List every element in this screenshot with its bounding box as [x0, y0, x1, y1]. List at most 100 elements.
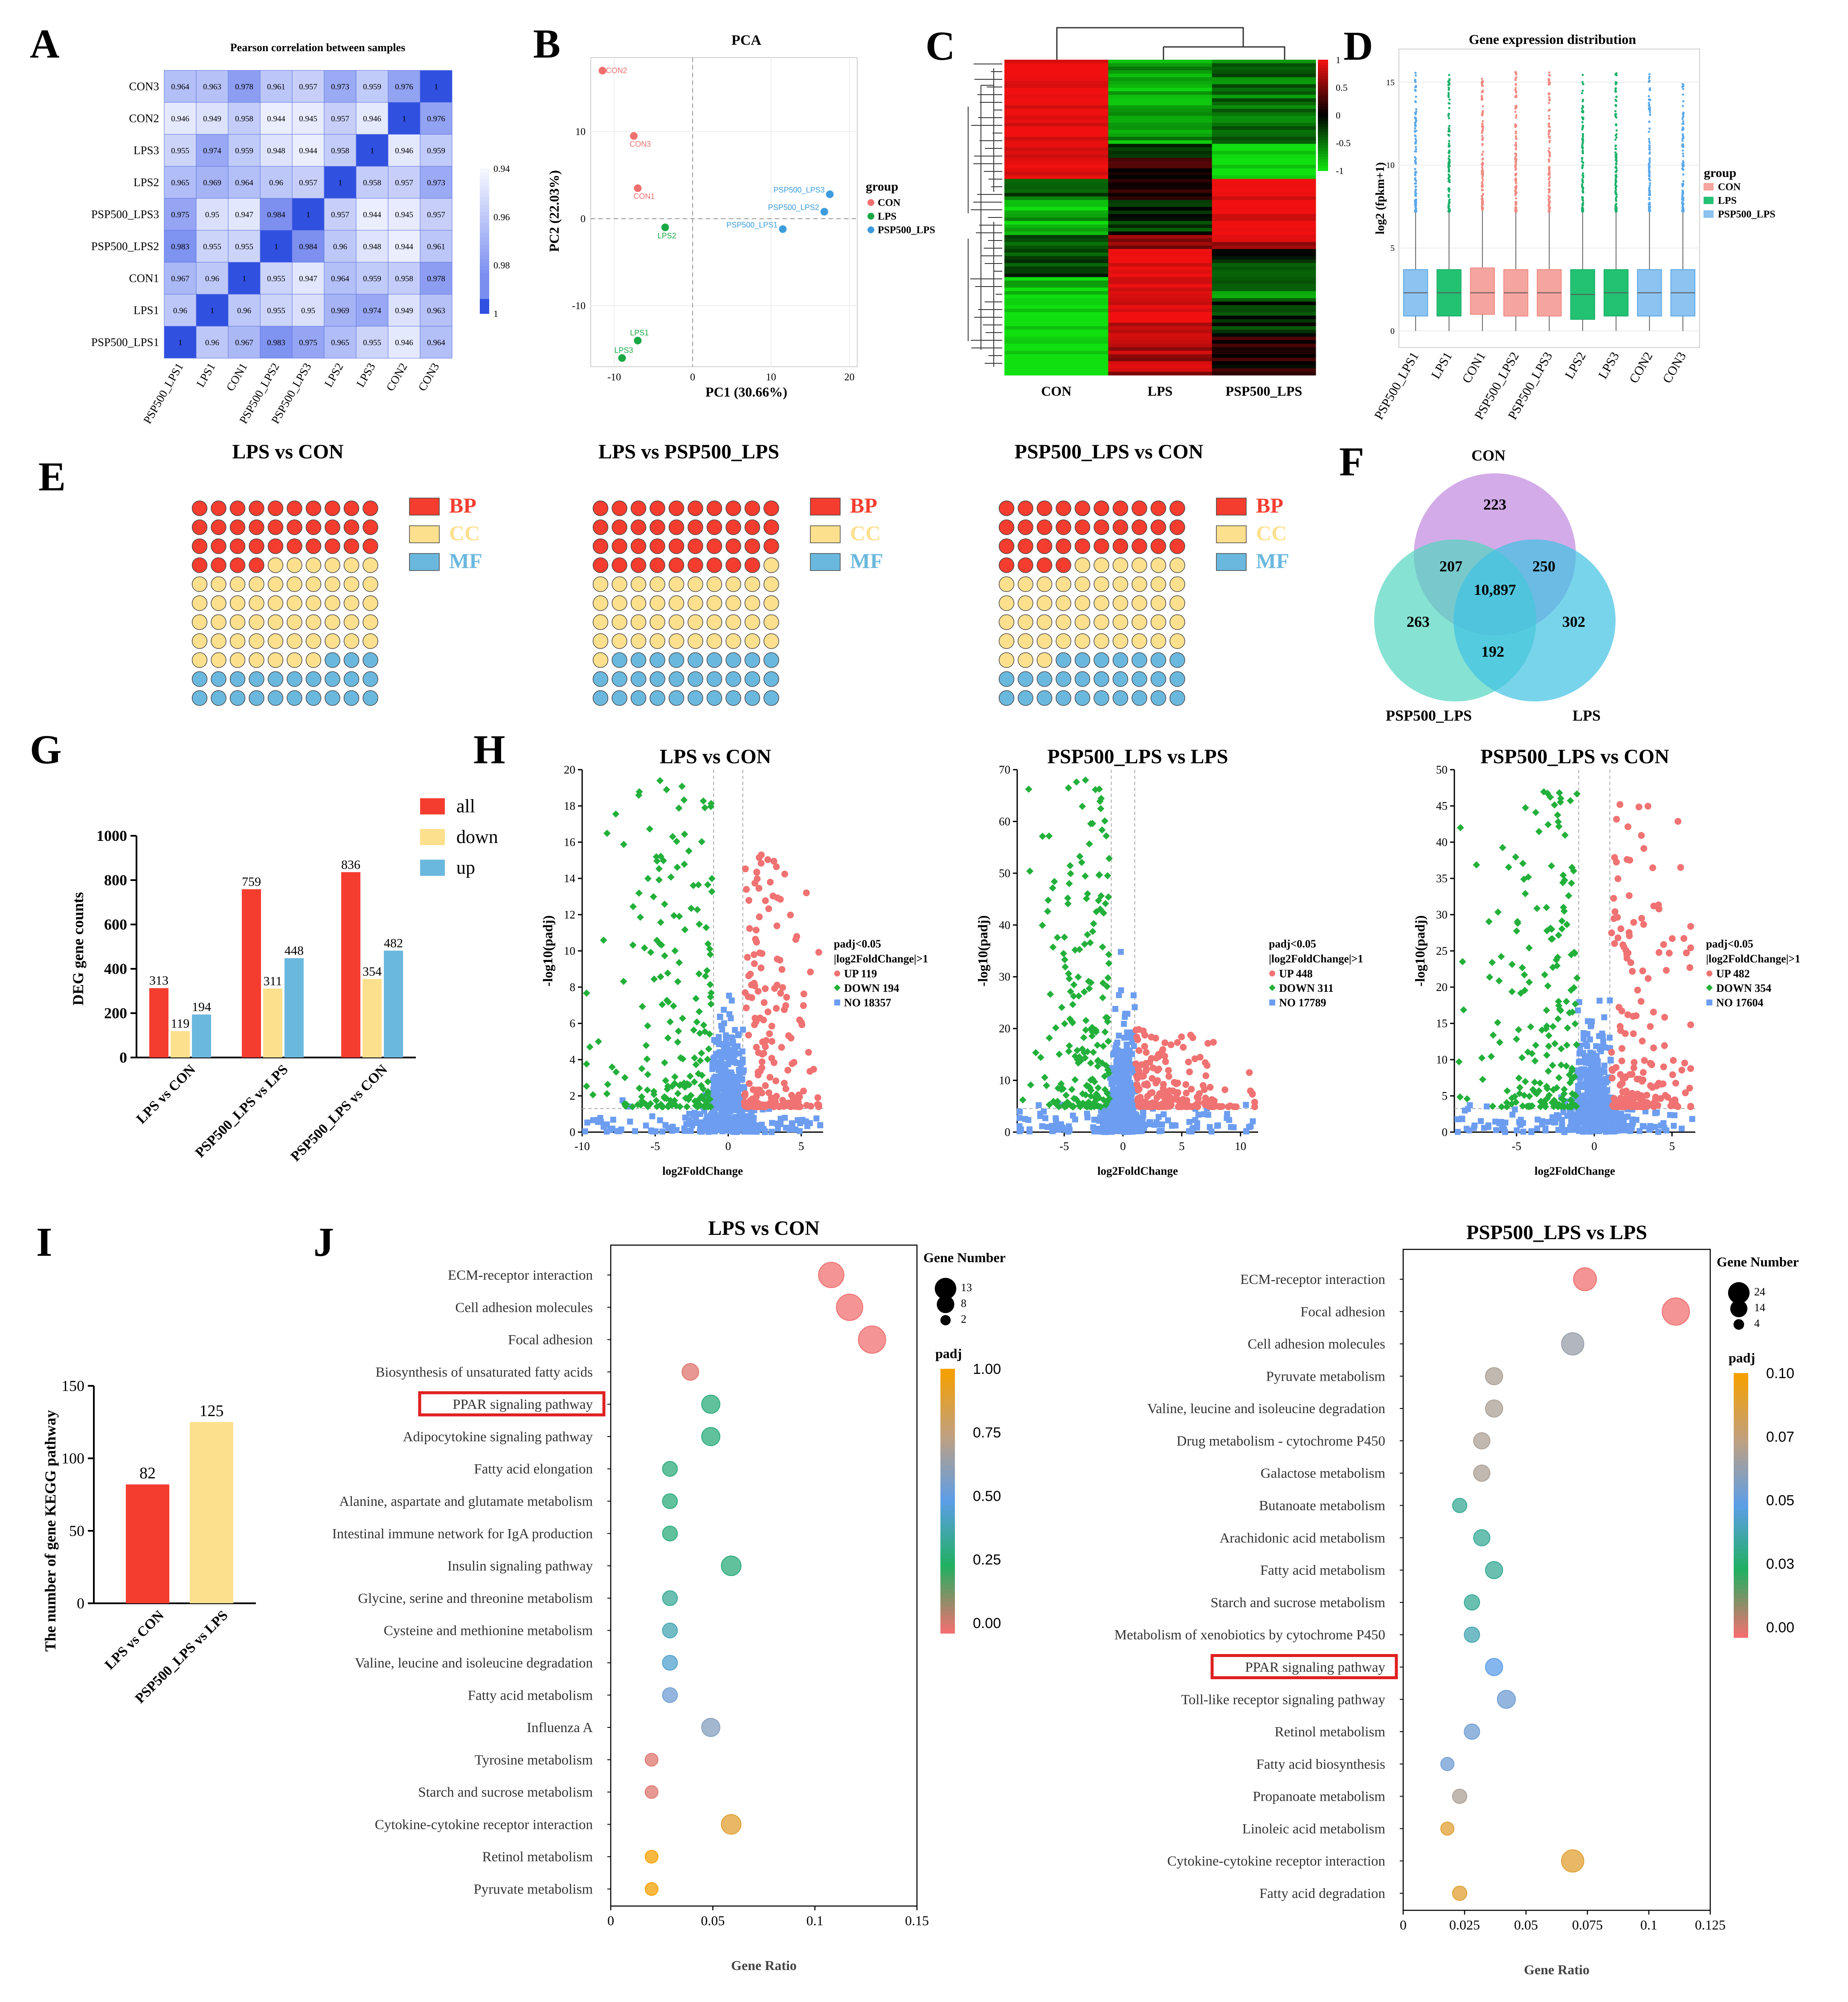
heatmap-cell [1004, 316, 1108, 319]
waffle-dot [1074, 519, 1091, 535]
volcano-point-no [1131, 1004, 1138, 1011]
volcano-point-no [1591, 1109, 1598, 1115]
waffle-dot [592, 690, 609, 706]
box-outlier [1448, 142, 1451, 145]
corr-value: 0.959 [363, 275, 381, 284]
box-outlier [1614, 166, 1617, 169]
volcano-point-up [1610, 915, 1618, 922]
box-outlier [1682, 100, 1685, 103]
panel-b-legend-title: group [866, 180, 898, 194]
volcano-point-up [756, 913, 763, 921]
waffle-dot [1036, 595, 1053, 611]
volcano-point-no [1154, 1121, 1160, 1128]
heatmap-cell [1212, 172, 1316, 176]
volcano-point-no [1124, 1029, 1130, 1036]
heatmap-cell [1212, 189, 1316, 193]
heatmap-cell [1004, 73, 1108, 78]
volcano-point-no [1581, 1035, 1587, 1042]
panel-letter-e: E [38, 454, 66, 499]
heatmap-cell [1108, 158, 1213, 162]
heatmap-cell [1212, 214, 1316, 218]
panel-f-venn: CON PSP500_LPS LPS 223 263 302 207 250 1… [1374, 447, 1616, 724]
waffle-dot [229, 538, 246, 554]
volcano-point-no [719, 1061, 726, 1068]
corr-value: 1 [210, 307, 215, 316]
waffle-dot [592, 576, 609, 592]
heatmap-cell [1212, 217, 1316, 221]
corr-scale-step [480, 259, 489, 263]
heatmap-cell [1108, 95, 1213, 99]
pca-point-label: PSP500_LPS1 [726, 220, 777, 229]
box-outlier [1482, 207, 1484, 209]
volcano-point-up [1210, 1039, 1217, 1046]
heatmap-cell [1004, 305, 1108, 309]
box-outlier [1648, 162, 1650, 165]
volcano-point-up [1618, 1007, 1625, 1014]
volcano-point-no [1039, 1123, 1045, 1130]
volcano-point-up [1649, 864, 1657, 872]
box-outlier [1482, 120, 1484, 122]
box-outlier [1648, 144, 1651, 147]
waffle-dot [267, 500, 284, 516]
volcano-point-up [1661, 1014, 1668, 1021]
waffle-dot [763, 690, 779, 706]
volcano-point-up [788, 1092, 795, 1099]
box-outlier [1614, 110, 1617, 113]
box-outlier [1481, 91, 1483, 93]
box-outlier [1514, 130, 1517, 133]
heatmap-cell [1004, 277, 1108, 281]
heatmap-cell [1212, 368, 1316, 372]
box-outlier [1681, 183, 1684, 185]
g-ytick: 400 [104, 960, 127, 977]
volcano-point-up [1674, 818, 1682, 825]
waffle-dot [343, 538, 360, 554]
volcano-point-up [1178, 1103, 1185, 1110]
volcano-point-no [1502, 1119, 1509, 1126]
volcano-legend-title: padj<0.05 [1269, 938, 1316, 950]
volcano-point-no [1131, 1043, 1137, 1049]
volcano-point-no [1116, 992, 1122, 998]
heatmap-scale-step [1318, 148, 1328, 152]
volcano-point-up [1650, 1008, 1657, 1016]
corr-scale-step [480, 179, 489, 183]
pca-legend-marker [867, 213, 874, 220]
volcano-point-up [1625, 929, 1633, 936]
corr-cell [292, 166, 325, 199]
waffle-dot [343, 652, 360, 668]
box-outlier [1548, 210, 1551, 213]
volcano-point-no [769, 1120, 775, 1126]
corr-row-label: CON2 [129, 112, 159, 125]
heatmap-cell [1212, 136, 1316, 141]
heatmap-cell [1108, 333, 1213, 337]
box-outlier [1414, 72, 1417, 74]
heatmap-cell [1212, 291, 1316, 295]
volcano-point-up [1141, 1043, 1148, 1050]
volcano-point-up [762, 897, 769, 904]
corr-value: 0.978 [235, 83, 253, 92]
volcano-point-up [1678, 1066, 1686, 1074]
waffle-dot [1018, 538, 1033, 554]
volcano-ytick: 20 [999, 1022, 1010, 1035]
volcano-point-up [753, 869, 760, 876]
box-outlier [1681, 198, 1683, 201]
volcano-point-up [805, 1049, 812, 1056]
volcano-point-up [1202, 1059, 1209, 1066]
box-legend-label: LPS [1718, 195, 1737, 206]
volcano-point-no [1050, 1124, 1056, 1130]
volcano-point-no [673, 1127, 680, 1133]
bubble-xtick: 0.05 [701, 1913, 725, 1928]
volcano-point-up [776, 1103, 783, 1110]
box-outlier [1481, 139, 1484, 141]
box-outlier [1515, 73, 1517, 76]
volcano-point-up [746, 1080, 753, 1087]
heatmap-cell [1004, 95, 1108, 99]
volcano-point-no [737, 1113, 743, 1119]
box-outlier [1682, 149, 1684, 152]
box-outlier [1548, 115, 1550, 117]
waffle-dot [1056, 595, 1071, 611]
box-outlier [1515, 104, 1518, 107]
volcano-point-no [1025, 1117, 1032, 1123]
waffle-dot [630, 519, 647, 535]
corr-cell [228, 326, 261, 359]
volcano-point-up [1645, 975, 1652, 982]
